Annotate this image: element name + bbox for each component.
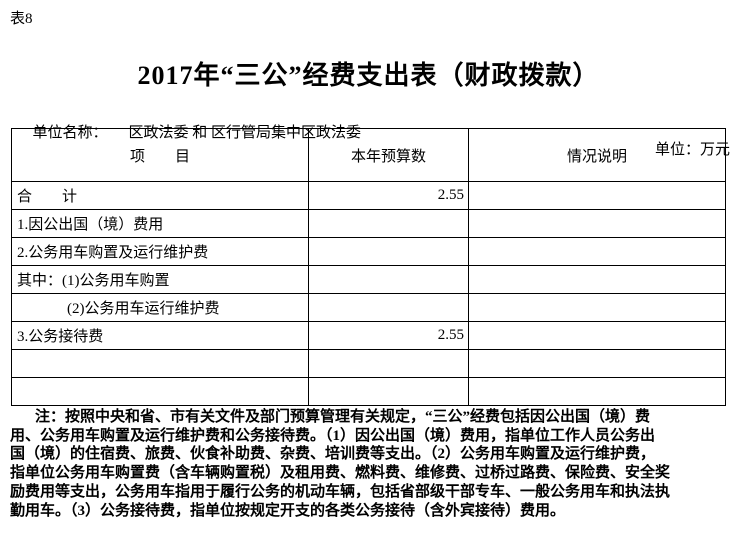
expenditure-table: 项 目 本年预算数 情况说明 合 计 2.55 1.因公出国（境）费用 2.公务用车购… xyxy=(11,128,726,406)
item-cell: (2)公务用车运行维护费 xyxy=(11,293,309,322)
item-cell: 3.公务接待费 xyxy=(11,321,309,350)
budget-cell xyxy=(308,237,469,266)
item-cell: 1.因公出国（境）费用 xyxy=(11,209,309,238)
item-cell: 合 计 xyxy=(11,181,309,210)
footnote-line: 指单位公务用车购置费（含车辆购置税）及租用费、燃料费、维修费、过桥过路费、保险费… xyxy=(10,465,671,482)
table-row xyxy=(11,349,726,378)
table-body: 合 计 2.55 1.因公出国（境）费用 2.公务用车购置及运行维护费 其中：(1)公务… xyxy=(11,181,726,406)
footnote-line: 用、公务用车购置及运行维护费和公务接待费。（1）因公出国（境）费用，指单位工作人… xyxy=(10,427,656,444)
remarks-cell xyxy=(468,209,726,238)
budget-cell xyxy=(308,265,469,294)
table-row: 3.公务接待费 2.55 xyxy=(11,321,726,350)
remarks-cell xyxy=(468,181,726,210)
item-cell xyxy=(11,349,309,378)
remarks-cell xyxy=(468,349,726,378)
footnote: 注：按照中央和省、市有关文件及部门预算管理有关规定，“三公”经费包括因公出国（境… xyxy=(10,408,730,520)
table-row: (2)公务用车运行维护费 xyxy=(11,293,726,322)
remarks-cell xyxy=(468,265,726,294)
footnote-line: 励费用等支出，公务用车指用于履行公务的机动车辆，包括省部级干部专车、一般公务用车… xyxy=(10,483,671,500)
budget-cell: 2.55 xyxy=(308,321,469,350)
table-row: 1.因公出国（境）费用 xyxy=(11,209,726,238)
table-row: 2.公务用车购置及运行维护费 xyxy=(11,237,726,266)
table-row: 其中：(1)公务用车购置 xyxy=(11,265,726,294)
budget-cell xyxy=(308,377,469,406)
footnote-line: 勤用车。（3）公务接待费，指单位按规定开支的各类公务接待（含外宾接待）费用。 xyxy=(10,502,566,519)
col-header-budget: 本年预算数 xyxy=(308,128,469,182)
item-cell: 其中：(1)公务用车购置 xyxy=(11,265,309,294)
item-cell: 2.公务用车购置及运行维护费 xyxy=(11,237,309,266)
footnote-line: 注：按照中央和省、市有关文件及部门预算管理有关规定，“三公”经费包括因公出国（境… xyxy=(35,409,651,425)
budget-cell xyxy=(308,349,469,378)
item-cell xyxy=(11,377,309,406)
table-row xyxy=(11,377,726,406)
col-header-remarks: 情况说明 xyxy=(468,128,726,182)
footnote-line: 国（境）的住宿费、旅费、伙食补助费、杂费、培训费等支出。（2）公务用车购置及运行… xyxy=(10,446,656,463)
table-row: 合 计 2.55 xyxy=(11,181,726,210)
remarks-cell xyxy=(468,237,726,266)
budget-cell xyxy=(308,209,469,238)
budget-cell xyxy=(308,293,469,322)
page-title: 2017年“三公”经费支出表（财政拨款） xyxy=(137,61,600,90)
table-header-row: 项 目 本年预算数 情况说明 xyxy=(11,128,726,182)
remarks-cell xyxy=(468,377,726,406)
remarks-cell xyxy=(468,321,726,350)
budget-cell: 2.55 xyxy=(308,181,469,210)
table-number-tag: 表8 xyxy=(10,11,33,27)
col-header-item: 项 目 xyxy=(11,128,309,182)
remarks-cell xyxy=(468,293,726,322)
